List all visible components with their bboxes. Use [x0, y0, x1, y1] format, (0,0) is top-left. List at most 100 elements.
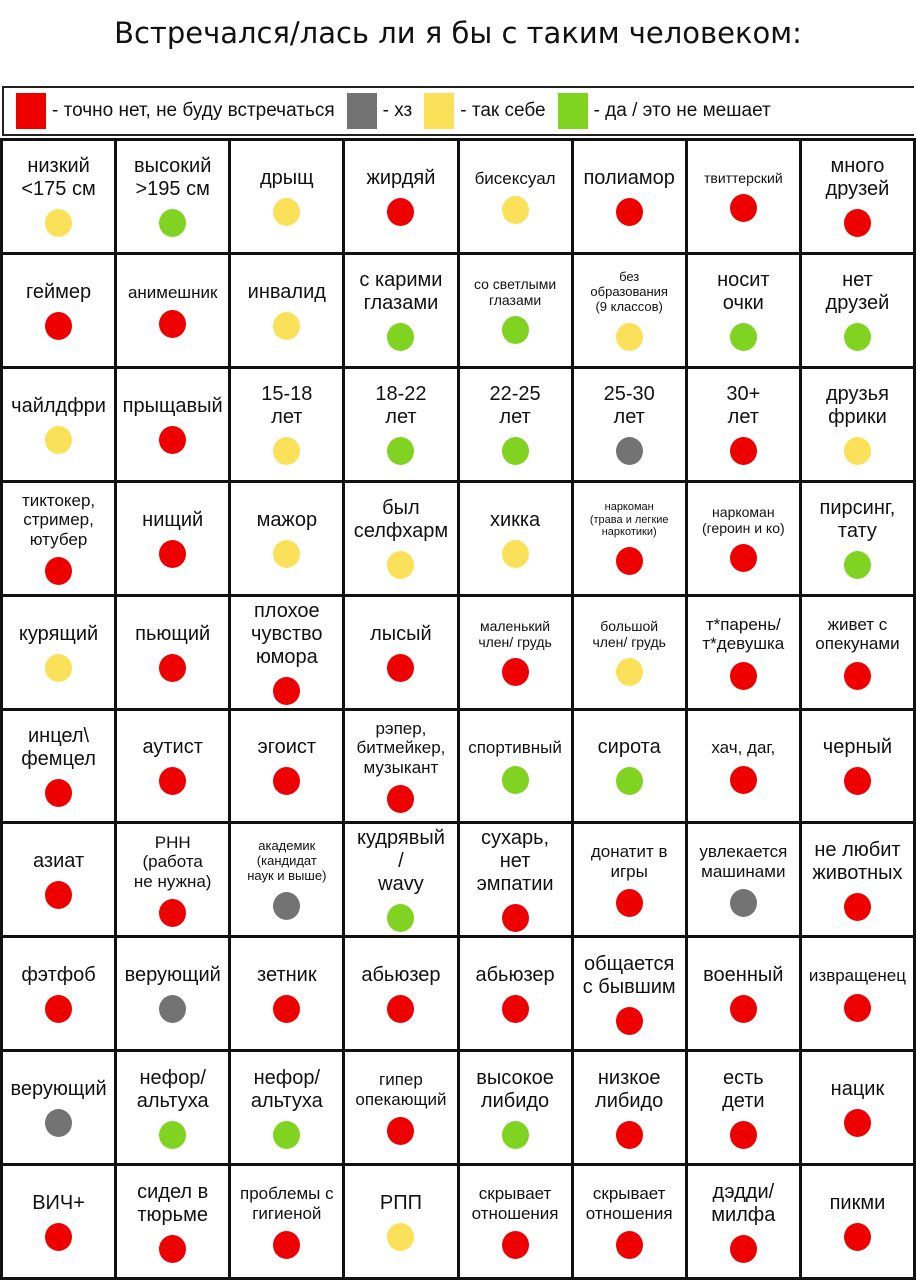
trait-cell: пирсинг, тату	[801, 482, 916, 597]
trait-cell: абьюзер	[345, 938, 460, 1053]
legend-swatch-gray	[346, 93, 377, 129]
trait-cell: много друзей	[801, 141, 916, 255]
trait-label: сухарь, нет эмпатии	[476, 827, 554, 896]
rating-dot-red	[729, 1234, 757, 1263]
rating-dot-yellow	[273, 311, 301, 340]
trait-label: верующий	[10, 1078, 107, 1101]
trait-cell: академик (кандидат наук и выше)	[231, 824, 346, 939]
trait-label: РНН (работа не нужна)	[133, 832, 212, 891]
trait-cell: нефор/ альтуха	[231, 1052, 346, 1167]
rating-dot-red	[45, 1223, 73, 1252]
legend-label-green: - да / это не мешает	[593, 100, 771, 121]
rating-dot-gray	[273, 892, 301, 921]
trait-cell: высокое либидо	[459, 1052, 574, 1167]
rating-dot-yellow	[387, 1223, 415, 1252]
rating-dot-red	[615, 547, 643, 576]
rating-dot-red	[501, 1231, 529, 1260]
trait-label: мажор	[256, 508, 318, 531]
trait-label: лысый	[370, 622, 432, 645]
rating-grid: низкий <175 см высокий >195 см дрыщ жирдяй б…	[0, 138, 916, 1280]
rating-dot-red	[273, 676, 301, 705]
trait-cell: не любит животных	[801, 824, 916, 939]
trait-cell: РНН (работа не нужна)	[117, 824, 232, 939]
trait-label: эгоист	[257, 736, 317, 759]
trait-label: маленький член/ грудь	[478, 617, 552, 651]
trait-cell: нет друзей	[801, 254, 916, 369]
trait-label: кудрявый / wavy	[356, 827, 445, 896]
trait-label: зетник	[257, 964, 317, 987]
rating-dot-red	[159, 425, 187, 454]
rating-dot-gray	[159, 995, 187, 1024]
rating-dot-red	[387, 197, 415, 226]
rating-dot-red	[615, 197, 643, 226]
trait-cell: азиат	[3, 824, 118, 939]
trait-cell: геймер	[3, 254, 118, 369]
rating-dot-red	[501, 658, 529, 687]
rating-dot-red	[843, 209, 871, 238]
trait-label: скрывает отношения	[585, 1184, 673, 1223]
trait-cell: сирота	[573, 710, 688, 825]
rating-dot-red	[159, 653, 187, 682]
trait-cell: тиктокер, стример, ютубер	[3, 482, 118, 597]
rating-dot-red	[843, 661, 871, 690]
trait-cell: дэдди/ милфа	[687, 1166, 802, 1280]
rating-dot-yellow	[45, 653, 73, 682]
trait-label: фэтфоб	[21, 964, 96, 987]
trait-cell: анимешник	[117, 254, 232, 369]
trait-cell: проблемы с гигиеной	[231, 1166, 346, 1280]
trait-label: скрывает отношения	[471, 1184, 559, 1223]
trait-label: проблемы с гигиеной	[240, 1184, 334, 1223]
rating-dot-yellow	[501, 539, 529, 568]
trait-label: со светлыми глазами	[473, 276, 557, 309]
trait-cell: 22-25 лет	[459, 368, 574, 483]
legend-label-yellow: - так себе	[460, 100, 546, 121]
trait-label: хикка	[489, 508, 541, 531]
trait-label: 30+ лет	[726, 383, 761, 429]
trait-label: увлекается машинами	[699, 842, 788, 881]
rating-dot-green	[159, 209, 187, 238]
trait-cell: нищий	[117, 482, 232, 597]
trait-label: нефор/ альтуха	[250, 1066, 323, 1112]
trait-label: геймер	[25, 280, 92, 303]
trait-label: не любит животных	[812, 838, 903, 884]
trait-cell: маленький член/ грудь	[459, 596, 574, 711]
rating-dot-red	[843, 892, 871, 921]
trait-label: хач, даг,	[711, 738, 776, 758]
trait-label: тиктокер, стример, ютубер	[21, 490, 96, 549]
trait-cell: 15-18 лет	[231, 368, 346, 483]
trait-label: живет с опекунами	[815, 614, 900, 654]
trait-cell: военный	[687, 938, 802, 1053]
rating-dot-yellow	[273, 437, 301, 466]
trait-cell: курящий	[3, 596, 118, 711]
trait-label: нищий	[142, 508, 204, 531]
rating-dot-red	[729, 437, 757, 466]
trait-cell: бисексуал	[459, 141, 574, 255]
trait-cell: гипер опекающий	[345, 1052, 460, 1167]
rating-dot-red	[501, 995, 529, 1024]
trait-label: рэпер, битмейкер, музыкант	[356, 718, 446, 777]
rating-dot-red	[387, 785, 415, 814]
trait-cell: 25-30 лет	[573, 368, 688, 483]
trait-label: без образования (9 классов)	[590, 268, 668, 314]
trait-label: 25-30 лет	[603, 383, 655, 429]
rating-dot-red	[615, 1231, 643, 1260]
trait-cell: наркоман (трава и легкие наркотики)	[573, 482, 688, 597]
trait-label: курящий	[18, 622, 99, 645]
trait-label: инвалид	[247, 280, 326, 303]
trait-cell: 30+ лет	[687, 368, 802, 483]
trait-cell: друзья фрики	[801, 368, 916, 483]
rating-dot-red	[273, 767, 301, 796]
trait-cell: нефор/ альтуха	[117, 1052, 232, 1167]
trait-label: нет друзей	[825, 269, 890, 315]
trait-label: т*парень/ т*девушка	[702, 614, 785, 654]
trait-label: пикми	[829, 1192, 886, 1215]
trait-label: сирота	[597, 736, 661, 759]
rating-dot-green	[501, 316, 529, 345]
trait-cell: верующий	[3, 1052, 118, 1167]
rating-dot-yellow	[843, 437, 871, 466]
trait-cell: прыщавый	[117, 368, 232, 483]
trait-cell: твиттерский	[687, 141, 802, 255]
rating-dot-red	[843, 767, 871, 796]
rating-dot-yellow	[45, 209, 73, 238]
trait-cell: пьющий	[117, 596, 232, 711]
